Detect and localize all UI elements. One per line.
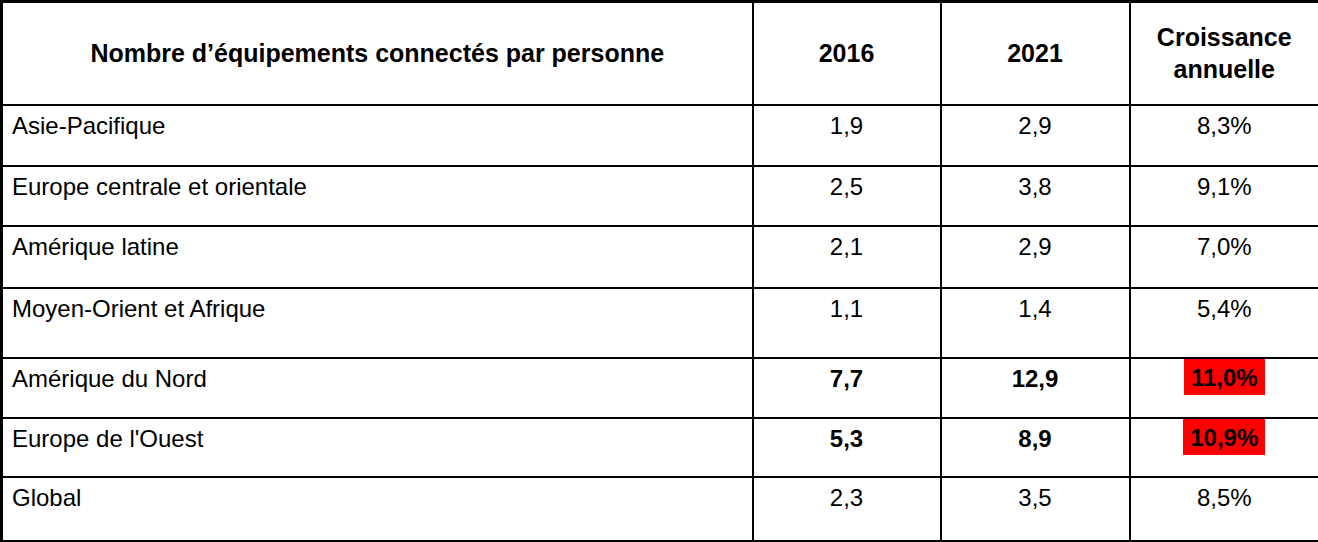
growth-highlight: 10,9% [1183,419,1265,455]
header-row: Nombre d’équipements connectés par perso… [2,2,1318,105]
table-row: Europe de l'Ouest 5,3 8,9 10,9% [2,418,1318,477]
growth-cell: 8,3% [1130,105,1318,166]
growth-cell: 9,1% [1130,166,1318,226]
devices-per-person-table: Nombre d’équipements connectés par perso… [0,0,1318,542]
growth-cell: 10,9% [1130,418,1318,477]
value-2016-cell: 1,1 [753,288,941,358]
column-header-2016: 2016 [753,2,941,105]
region-cell: Global [2,477,753,542]
value-2016-cell: 1,9 [753,105,941,166]
value-2021-cell: 12,9 [941,358,1130,418]
column-header-croissance-annuelle: Croissance annuelle [1130,2,1318,105]
table-row: Moyen-Orient et Afrique 1,1 1,4 5,4% [2,288,1318,358]
growth-highlight: 11,0% [1184,359,1265,395]
value-2021-cell: 1,4 [941,288,1130,358]
region-cell: Amérique du Nord [2,358,753,418]
table-title: Nombre d’équipements connectés par perso… [2,2,753,105]
table-row: Asie-Pacifique 1,9 2,9 8,3% [2,105,1318,166]
value-2016-cell: 7,7 [753,358,941,418]
table-row: Amérique du Nord 7,7 12,9 11,0% [2,358,1318,418]
growth-cell: 11,0% [1130,358,1318,418]
value-2016-cell: 2,1 [753,226,941,288]
growth-cell: 8,5% [1130,477,1318,542]
region-cell: Europe centrale et orientale [2,166,753,226]
region-cell: Europe de l'Ouest [2,418,753,477]
growth-cell: 5,4% [1130,288,1318,358]
value-2021-cell: 8,9 [941,418,1130,477]
value-2016-cell: 2,5 [753,166,941,226]
value-2021-cell: 3,5 [941,477,1130,542]
value-2021-cell: 2,9 [941,105,1130,166]
value-2021-cell: 2,9 [941,226,1130,288]
value-2016-cell: 5,3 [753,418,941,477]
value-2016-cell: 2,3 [753,477,941,542]
value-2021-cell: 3,8 [941,166,1130,226]
table-row: Amérique latine 2,1 2,9 7,0% [2,226,1318,288]
region-cell: Amérique latine [2,226,753,288]
region-cell: Asie-Pacifique [2,105,753,166]
document-page: Nombre d’équipements connectés par perso… [0,0,1318,542]
column-header-2021: 2021 [941,2,1130,105]
table-row: Europe centrale et orientale 2,5 3,8 9,1… [2,166,1318,226]
growth-cell: 7,0% [1130,226,1318,288]
region-cell: Moyen-Orient et Afrique [2,288,753,358]
table-row: Global 2,3 3,5 8,5% [2,477,1318,542]
